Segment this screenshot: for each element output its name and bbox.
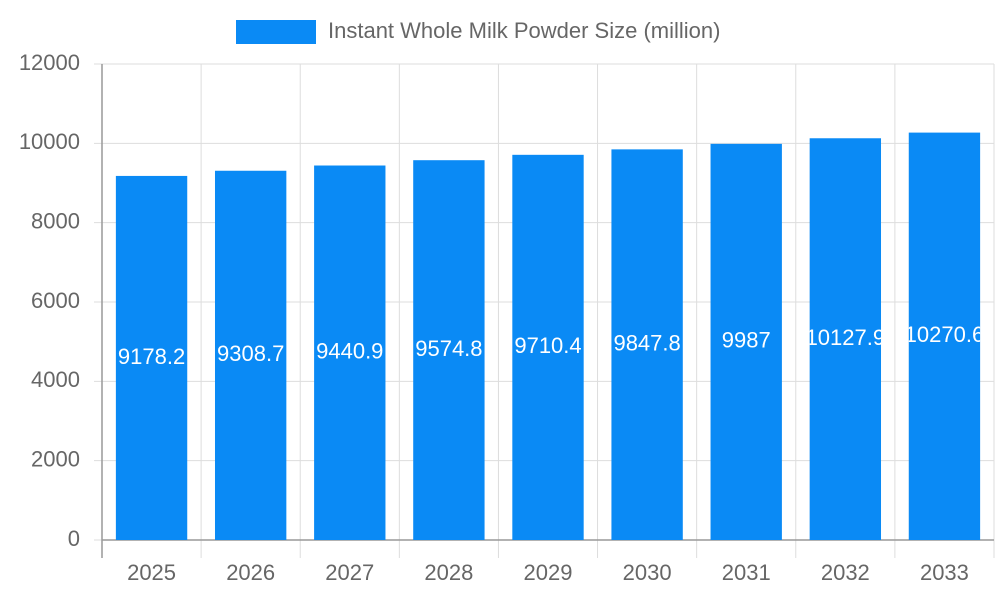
y-tick-label: 8000 (31, 208, 80, 233)
y-tick-label: 6000 (31, 288, 80, 313)
y-tick-label: 0 (68, 526, 80, 551)
bar (809, 138, 882, 541)
bar (611, 149, 683, 540)
value-label: 9308.7 (217, 341, 284, 366)
y-tick-label: 12000 (19, 50, 80, 75)
x-tick-label: 2029 (524, 560, 573, 585)
x-tick-label: 2026 (226, 560, 275, 585)
bar (908, 132, 981, 540)
x-tick-label: 2031 (722, 560, 771, 585)
value-label: 9987 (722, 328, 771, 353)
bar (512, 154, 584, 540)
value-label: 10127.9 (806, 325, 886, 350)
bar (314, 165, 386, 540)
legend-label: Instant Whole Milk Powder Size (million) (328, 18, 720, 43)
value-label: 9574.8 (415, 336, 482, 361)
bar (214, 170, 287, 541)
value-label: 9847.8 (613, 330, 680, 355)
value-label: 10270.6 (905, 322, 985, 347)
value-label: 9440.9 (316, 339, 383, 364)
y-tick-label: 10000 (19, 129, 80, 154)
value-label: 9178.2 (118, 344, 185, 369)
legend-swatch (236, 20, 316, 44)
x-tick-label: 2030 (623, 560, 672, 585)
x-tick-label: 2028 (424, 560, 473, 585)
x-tick-label: 2033 (920, 560, 969, 585)
x-tick-label: 2025 (127, 560, 176, 585)
y-tick-label: 2000 (31, 446, 80, 471)
bar (115, 175, 188, 540)
x-tick-label: 2027 (325, 560, 374, 585)
bar (710, 143, 782, 540)
x-tick-label: 2032 (821, 560, 870, 585)
y-tick-label: 4000 (31, 367, 80, 392)
value-label: 9710.4 (514, 333, 581, 358)
bar (413, 160, 485, 541)
